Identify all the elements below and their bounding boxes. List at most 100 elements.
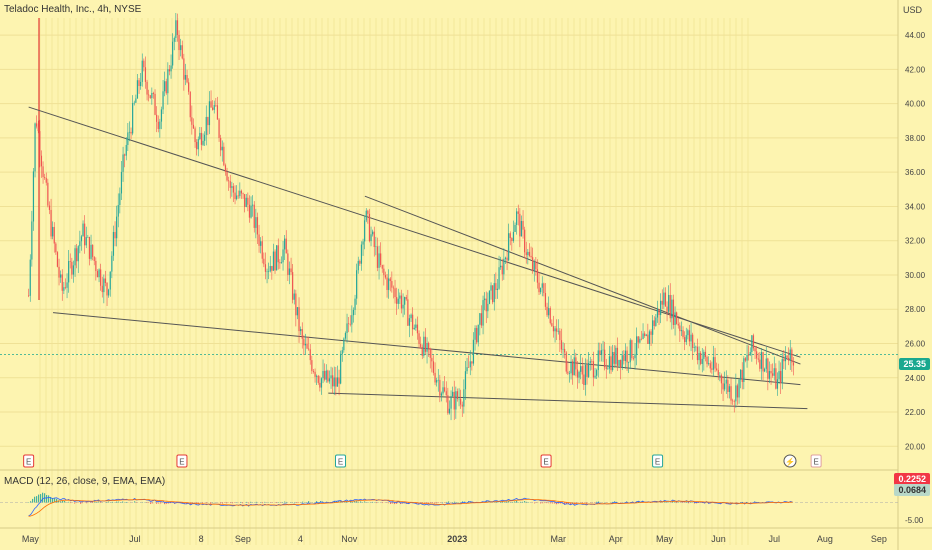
macd-histogram-bar bbox=[358, 501, 360, 503]
candle-body bbox=[149, 95, 151, 99]
candle-body bbox=[461, 404, 463, 407]
candle-body bbox=[351, 315, 353, 325]
candle-body bbox=[292, 272, 294, 300]
macd-histogram-bar bbox=[50, 496, 52, 503]
candle-body bbox=[388, 278, 390, 290]
candle-body bbox=[229, 181, 231, 188]
candle-body bbox=[631, 340, 633, 359]
macd-histogram-bar bbox=[674, 501, 676, 503]
candle-body bbox=[567, 371, 569, 374]
candle-body bbox=[538, 282, 540, 293]
macd-histogram-bar bbox=[596, 501, 598, 503]
candle-body bbox=[312, 370, 315, 372]
candle-body bbox=[184, 75, 187, 80]
candle-body bbox=[181, 45, 183, 59]
macd-histogram-bar bbox=[52, 498, 54, 503]
candle-body bbox=[255, 217, 257, 228]
candle-body bbox=[277, 245, 279, 263]
candle-body bbox=[679, 325, 681, 332]
candle-body bbox=[791, 349, 793, 363]
candle-body bbox=[620, 359, 622, 368]
candle-body bbox=[477, 324, 479, 343]
candle-body bbox=[704, 351, 707, 357]
candle-body bbox=[400, 295, 403, 309]
x-tick-label: Apr bbox=[609, 534, 623, 544]
candle-body bbox=[690, 334, 692, 342]
candle-body bbox=[104, 278, 107, 283]
candle-body bbox=[349, 323, 351, 325]
candle-body bbox=[293, 293, 295, 300]
candle-body bbox=[490, 285, 492, 291]
candle-body bbox=[728, 386, 731, 392]
candle-body bbox=[535, 261, 537, 270]
macd-histogram-bar bbox=[416, 502, 418, 504]
candle-body bbox=[199, 132, 201, 140]
candle-body bbox=[327, 370, 329, 382]
candle-body bbox=[727, 379, 729, 392]
candle-body bbox=[508, 233, 510, 261]
candle-body bbox=[594, 375, 596, 378]
candle-body bbox=[74, 248, 76, 266]
candle-body bbox=[748, 355, 750, 356]
candle-body bbox=[180, 45, 182, 51]
candle-body bbox=[260, 241, 262, 246]
macd-histogram-bar bbox=[302, 501, 304, 503]
candle-body bbox=[119, 193, 121, 205]
candle-body bbox=[600, 350, 603, 355]
candle-body bbox=[284, 238, 286, 250]
macd-histogram-bar bbox=[612, 501, 614, 503]
macd-histogram-bar bbox=[382, 502, 384, 504]
candle-body bbox=[676, 312, 678, 324]
candle-body bbox=[272, 251, 275, 271]
candle-body bbox=[524, 229, 526, 253]
candle-body bbox=[247, 197, 249, 205]
candle-body bbox=[575, 357, 577, 370]
candle-body bbox=[240, 190, 243, 194]
candle-body bbox=[141, 60, 143, 82]
candle-body bbox=[29, 259, 31, 296]
candle-body bbox=[541, 283, 543, 288]
earnings-event-icon: E bbox=[23, 454, 35, 468]
macd-histogram-bar bbox=[486, 501, 488, 503]
candle-body bbox=[552, 326, 555, 332]
chart-title: Teladoc Health, Inc., 4h, NYSE bbox=[4, 4, 142, 15]
candle-body bbox=[48, 205, 51, 210]
macd-histogram-bar bbox=[516, 500, 518, 503]
candle-body bbox=[156, 114, 158, 122]
candle-body bbox=[50, 209, 52, 237]
candle-body bbox=[554, 328, 556, 332]
candle-body bbox=[506, 257, 508, 261]
candle-body bbox=[237, 195, 239, 197]
candle-body bbox=[423, 336, 425, 356]
candle-body bbox=[173, 37, 175, 42]
candle-body bbox=[269, 266, 271, 272]
candle-body bbox=[130, 131, 132, 134]
candle-body bbox=[325, 370, 327, 380]
macd-histogram-bar bbox=[702, 502, 704, 504]
candle-body bbox=[354, 298, 356, 310]
macd-histogram-bar bbox=[206, 502, 208, 504]
y-tick-label: 42.00 bbox=[905, 65, 926, 74]
macd-histogram-bar bbox=[36, 496, 38, 503]
candle-body bbox=[439, 379, 441, 396]
candle-body bbox=[271, 266, 273, 271]
macd-histogram-bar bbox=[354, 501, 356, 503]
candle-body bbox=[468, 367, 470, 368]
candle-body bbox=[352, 309, 355, 316]
candle-body bbox=[338, 377, 340, 384]
candle-body bbox=[770, 371, 772, 374]
macd-histogram-bar bbox=[64, 501, 66, 503]
candle-body bbox=[399, 295, 401, 299]
candle-body bbox=[746, 355, 748, 361]
candle-body bbox=[165, 81, 167, 94]
candle-body bbox=[288, 268, 291, 275]
macd-histogram-bar bbox=[316, 501, 318, 503]
macd-histogram-bar bbox=[256, 501, 258, 503]
macd-histogram-bar bbox=[86, 502, 88, 504]
candle-body bbox=[596, 370, 598, 376]
candle-body bbox=[485, 298, 487, 312]
candle-body bbox=[696, 346, 699, 361]
macd-line bbox=[28, 496, 793, 517]
macd-indicator-label[interactable]: MACD (12, 26, close, 9, EMA, EMA) bbox=[4, 476, 166, 487]
